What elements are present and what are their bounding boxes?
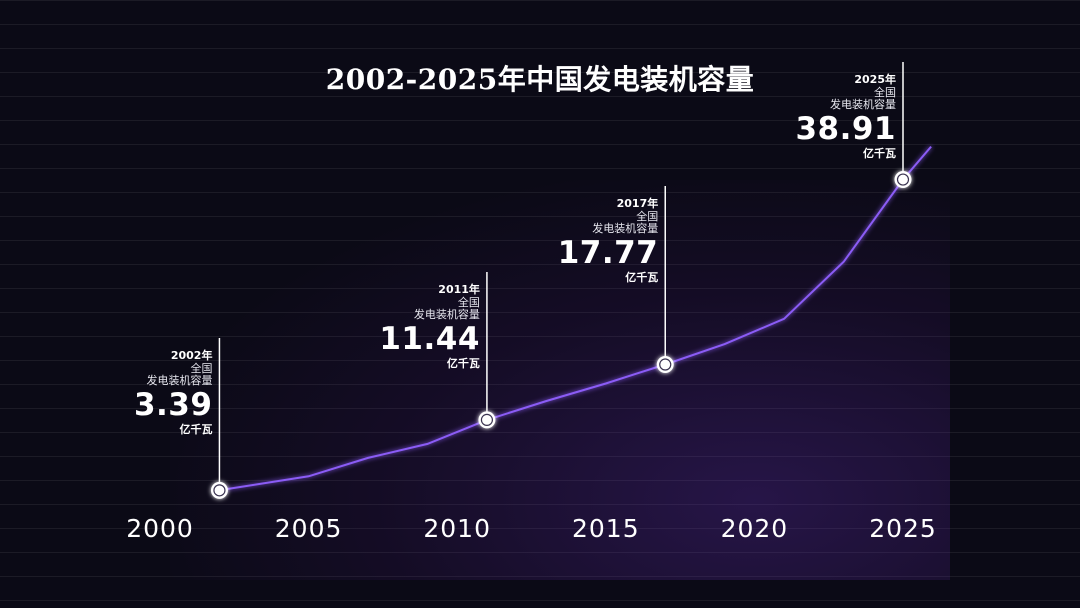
chart-title: 2002-2025年中国发电装机容量 xyxy=(325,63,755,96)
data-point-marker-ring xyxy=(659,358,672,371)
data-markers xyxy=(210,171,912,499)
label-metric: 发电装机容量 xyxy=(592,222,659,236)
label-value: 38.91 xyxy=(795,110,896,147)
label-scope: 全国 xyxy=(636,209,659,223)
x-tick-label: 2005 xyxy=(275,514,343,543)
label-metric: 发电装机容量 xyxy=(413,308,480,322)
data-label: 2017年 全国 发电装机容量 17.77 亿千瓦 xyxy=(557,197,659,285)
label-unit: 亿千瓦 xyxy=(446,356,480,370)
label-unit: 亿千瓦 xyxy=(625,270,659,284)
label-metric: 发电装机容量 xyxy=(146,374,213,388)
data-point-marker-ring xyxy=(213,484,226,497)
label-year: 2025年 xyxy=(854,73,896,86)
background-glow xyxy=(170,180,950,580)
label-scope: 全国 xyxy=(190,361,213,375)
label-value: 17.77 xyxy=(557,234,659,271)
label-unit: 亿千瓦 xyxy=(863,146,896,160)
x-tick-label: 2020 xyxy=(721,514,789,543)
label-year: 2002年 xyxy=(170,349,213,362)
data-label: 2025年 全国 发电装机容量 38.91 亿千瓦 xyxy=(795,73,896,161)
x-tick-label: 2015 xyxy=(572,514,640,543)
label-value: 11.44 xyxy=(379,320,480,357)
label-year: 2011年 xyxy=(438,283,480,296)
data-label: 2002年 全国 发电装机容量 3.39 亿千瓦 xyxy=(133,349,213,437)
x-axis-ticks: 2000 2005 2010 2015 2020 2025 xyxy=(126,514,937,543)
label-metric: 发电装机容量 xyxy=(830,98,896,112)
series-group xyxy=(219,145,932,492)
x-tick-label: 2025 xyxy=(869,514,937,543)
data-label: 2011年 全国 发电装机容量 11.44 亿千瓦 xyxy=(379,283,480,371)
x-tick-label: 2010 xyxy=(423,514,491,543)
data-point-marker-ring xyxy=(896,173,910,186)
series-line xyxy=(219,145,932,492)
label-scope: 全国 xyxy=(874,85,896,99)
data-point-marker-ring xyxy=(480,413,494,426)
annotation-lines xyxy=(218,62,904,491)
label-unit: 亿千瓦 xyxy=(179,422,213,436)
label-scope: 全国 xyxy=(457,295,480,309)
label-value: 3.39 xyxy=(133,386,213,423)
x-tick-label: 2000 xyxy=(126,514,194,543)
label-year: 2017年 xyxy=(616,197,659,210)
